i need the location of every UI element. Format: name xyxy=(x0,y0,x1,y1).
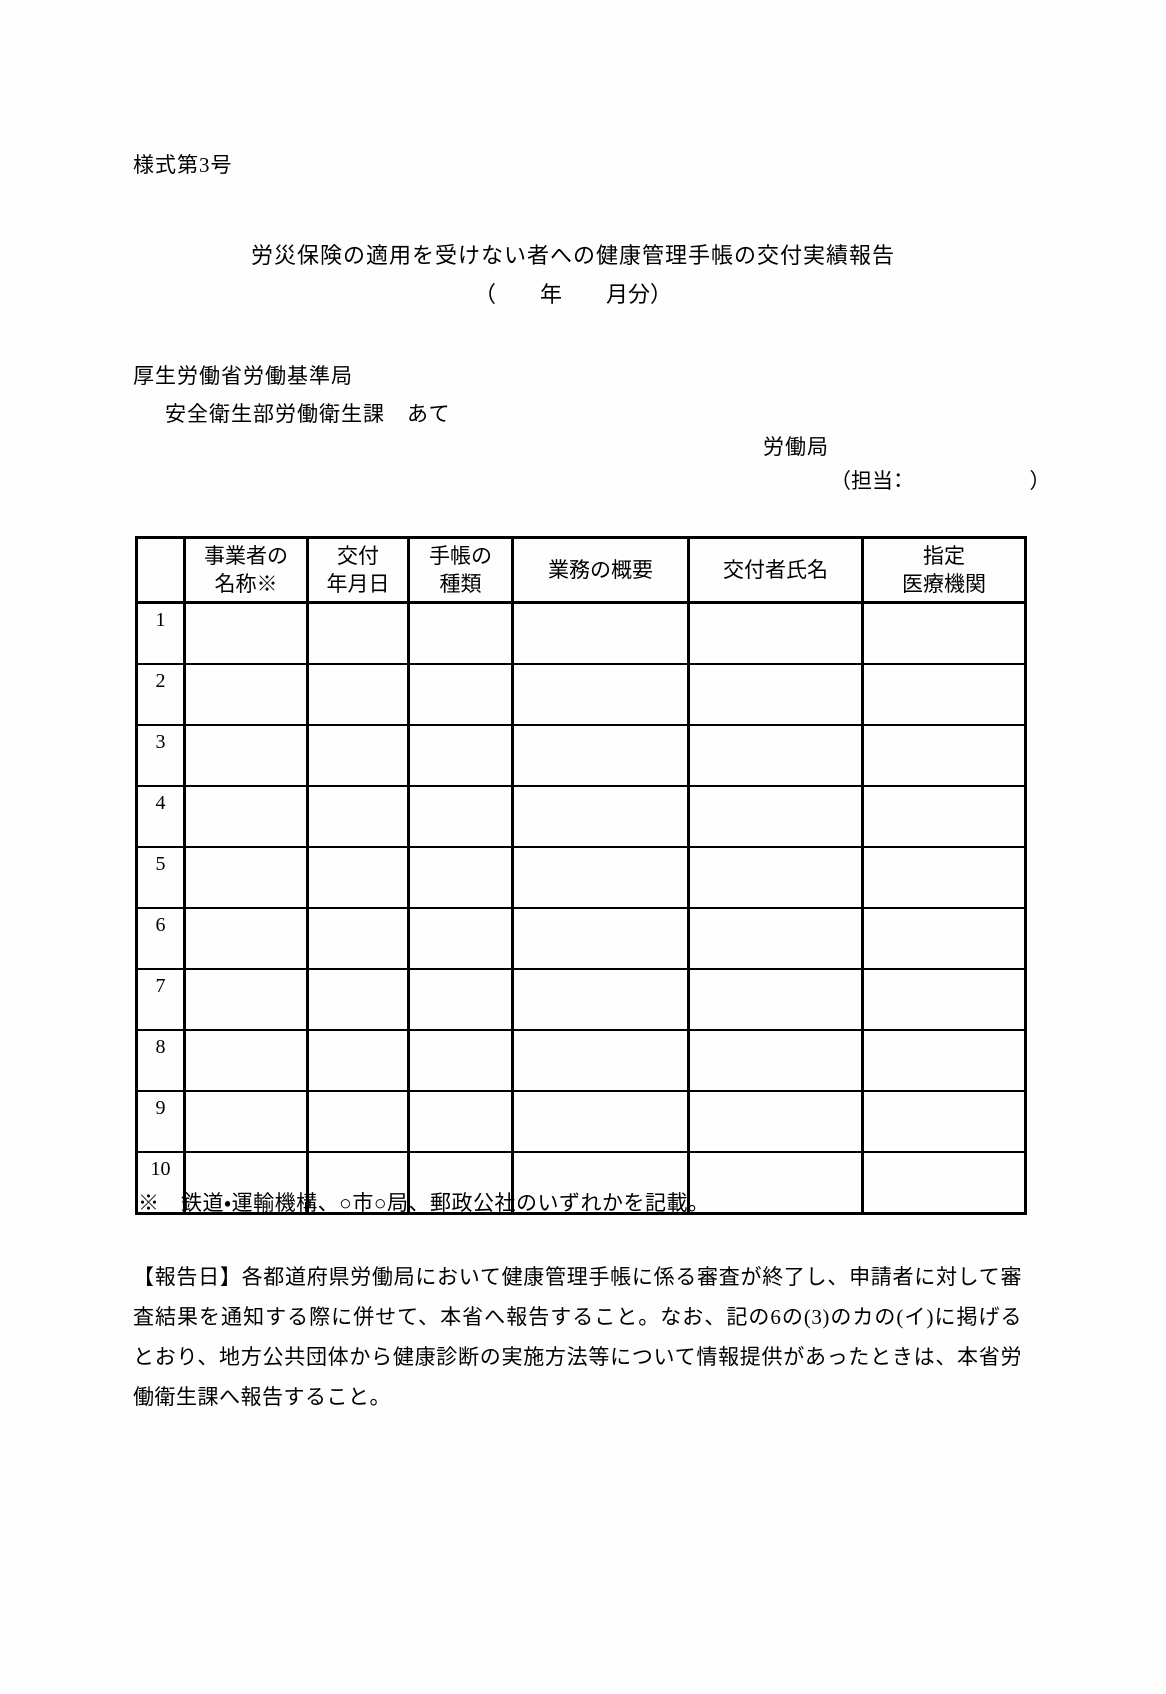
form-number: 様式第3号 xyxy=(133,153,233,177)
cell-recipient-name xyxy=(687,1029,864,1092)
cell-recipient-name xyxy=(687,663,864,726)
cell-recipient-name xyxy=(687,846,864,909)
table-header-row: 事業者の 名称※ 交付 年月日 手帳の 種類 業務の概要 交付者氏名 指定 医療… xyxy=(135,536,1027,604)
table-row: 8 xyxy=(135,1029,1027,1092)
cell-medical-institution xyxy=(861,601,1027,665)
cell-medical-institution xyxy=(861,785,1027,848)
row-number: 6 xyxy=(135,907,186,970)
cell-handbook-type xyxy=(407,601,514,665)
cell-recipient-name xyxy=(687,968,864,1031)
cell-recipient-name xyxy=(687,1151,864,1215)
cell-business-name xyxy=(183,968,309,1031)
cell-business-name xyxy=(183,663,309,726)
row-number: 9 xyxy=(135,1090,186,1153)
row-number: 3 xyxy=(135,724,186,787)
cell-issue-date xyxy=(306,663,410,726)
cell-medical-institution xyxy=(861,1029,1027,1092)
column-header-handbook-type: 手帳の 種類 xyxy=(407,536,514,604)
row-number: 2 xyxy=(135,663,186,726)
cell-work-summary xyxy=(511,663,690,726)
labour-bureau-line: 労働局 xyxy=(763,435,829,459)
addressee-line-2: 安全衛生部労働衛生課 あて xyxy=(165,402,451,426)
cell-business-name xyxy=(183,846,309,909)
cell-medical-institution xyxy=(861,724,1027,787)
issuance-report-table: 事業者の 名称※ 交付 年月日 手帳の 種類 業務の概要 交付者氏名 指定 医療… xyxy=(135,536,1027,1215)
cell-medical-institution xyxy=(861,846,1027,909)
table-row: 7 xyxy=(135,968,1027,1031)
table-row: 4 xyxy=(135,785,1027,848)
cell-issue-date xyxy=(306,724,410,787)
cell-handbook-type xyxy=(407,846,514,909)
cell-recipient-name xyxy=(687,785,864,848)
cell-issue-date xyxy=(306,1090,410,1153)
row-number: 10 xyxy=(135,1151,186,1215)
cell-medical-institution xyxy=(861,907,1027,970)
addressee-line-1: 厚生労働省労働基準局 xyxy=(133,364,353,388)
contact-line: （担当： ） xyxy=(830,469,1051,493)
cell-work-summary xyxy=(511,1029,690,1092)
row-number: 8 xyxy=(135,1029,186,1092)
table-row: 3 xyxy=(135,724,1027,787)
cell-handbook-type xyxy=(407,724,514,787)
cell-handbook-type xyxy=(407,907,514,970)
report-date-note: 【報告日】各都道府県労働局において健康管理手帳に係る審査が終了し、申請者に対して… xyxy=(133,1265,1022,1409)
cell-business-name xyxy=(183,1029,309,1092)
document-title: 労災保険の適用を受けない者への健康管理手帳の交付実績報告 xyxy=(250,243,895,268)
row-number: 5 xyxy=(135,846,186,909)
cell-handbook-type xyxy=(407,1029,514,1092)
cell-issue-date xyxy=(306,785,410,848)
column-header-recipient-name: 交付者氏名 xyxy=(687,536,864,604)
row-number: 1 xyxy=(135,601,186,665)
cell-work-summary xyxy=(511,907,690,970)
cell-issue-date xyxy=(306,907,410,970)
cell-business-name xyxy=(183,601,309,665)
cell-recipient-name xyxy=(687,907,864,970)
cell-medical-institution xyxy=(861,663,1027,726)
cell-medical-institution xyxy=(861,1151,1027,1215)
cell-medical-institution xyxy=(861,1090,1027,1153)
cell-work-summary xyxy=(511,1090,690,1153)
row-number: 7 xyxy=(135,968,186,1031)
column-header-row-number xyxy=(135,536,186,604)
column-header-business-name: 事業者の 名称※ xyxy=(183,536,309,604)
cell-handbook-type xyxy=(407,785,514,848)
table-row: 2 xyxy=(135,663,1027,726)
cell-handbook-type xyxy=(407,663,514,726)
cell-issue-date xyxy=(306,846,410,909)
cell-issue-date xyxy=(306,968,410,1031)
cell-recipient-name xyxy=(687,1090,864,1153)
cell-medical-institution xyxy=(861,968,1027,1031)
cell-recipient-name xyxy=(687,724,864,787)
column-header-work-summary: 業務の概要 xyxy=(511,536,690,604)
cell-business-name xyxy=(183,907,309,970)
cell-work-summary xyxy=(511,968,690,1031)
cell-handbook-type xyxy=(407,1090,514,1153)
cell-issue-date xyxy=(306,1151,410,1215)
cell-work-summary xyxy=(511,601,690,665)
cell-work-summary xyxy=(511,785,690,848)
cell-business-name xyxy=(183,1090,309,1153)
column-header-medical-institution: 指定 医療機関 xyxy=(861,536,1027,604)
cell-issue-date xyxy=(306,601,410,665)
cell-business-name xyxy=(183,785,309,848)
cell-issue-date xyxy=(306,1029,410,1092)
table-row: 6 xyxy=(135,907,1027,970)
period-line: （ 年 月分） xyxy=(473,282,672,307)
cell-business-name xyxy=(183,724,309,787)
cell-recipient-name xyxy=(687,601,864,665)
cell-work-summary xyxy=(511,846,690,909)
asterisk-note: ※ 鉄道・運輸機構、○市○局、郵政公社のいずれかを記載。 xyxy=(138,1191,710,1215)
table-row: 1 xyxy=(135,601,1027,665)
table-row: 10 xyxy=(135,1151,1027,1215)
cell-handbook-type xyxy=(407,968,514,1031)
column-header-issue-date: 交付 年月日 xyxy=(306,536,410,604)
cell-work-summary xyxy=(511,724,690,787)
cell-handbook-type xyxy=(407,1151,514,1215)
cell-work-summary xyxy=(511,1151,690,1215)
table-row: 5 xyxy=(135,846,1027,909)
cell-business-name xyxy=(183,1151,309,1215)
table-row: 9 xyxy=(135,1090,1027,1153)
row-number: 4 xyxy=(135,785,186,848)
